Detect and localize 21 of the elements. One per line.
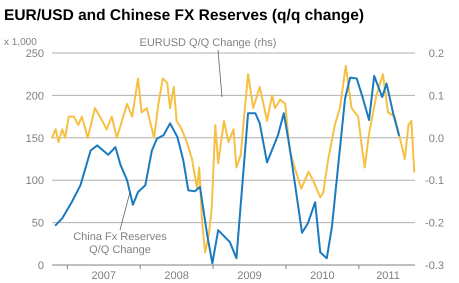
x-tick-label: 2008 [164, 270, 189, 282]
y2-tick-label: 0.2 [428, 48, 444, 60]
y2-tick-label: 0.0 [428, 132, 444, 145]
y-axis-title: x 1,000 [4, 37, 38, 48]
chart-title: EUR/USD and Chinese FX Reserves (q/q change) [4, 7, 364, 24]
y-tick-label: 0 [38, 260, 44, 272]
y-tick-label: 50 [32, 218, 44, 230]
y-tick-label: 100 [26, 175, 44, 188]
y2-tick-label: -0.3 [425, 260, 444, 272]
y2-tick-label: -0.1 [425, 175, 444, 188]
x-tick-label: 2009 [237, 270, 262, 282]
y2-tick-label: 0.1 [428, 90, 444, 102]
x-tick-label: 2011 [376, 270, 400, 282]
y-tick-label: 250 [26, 48, 44, 60]
y2-tick-label: -0.2 [425, 218, 444, 230]
y-tick-label: 150 [26, 132, 44, 145]
annotation: China Fx Reserves Q/Q Change [73, 231, 168, 256]
x-tick-label: 2007 [92, 270, 116, 282]
y-tick-label: 200 [26, 90, 44, 102]
x-tick-label: 2010 [310, 270, 335, 282]
text: EURUSD Q/Q Change (rhs) [140, 37, 276, 49]
